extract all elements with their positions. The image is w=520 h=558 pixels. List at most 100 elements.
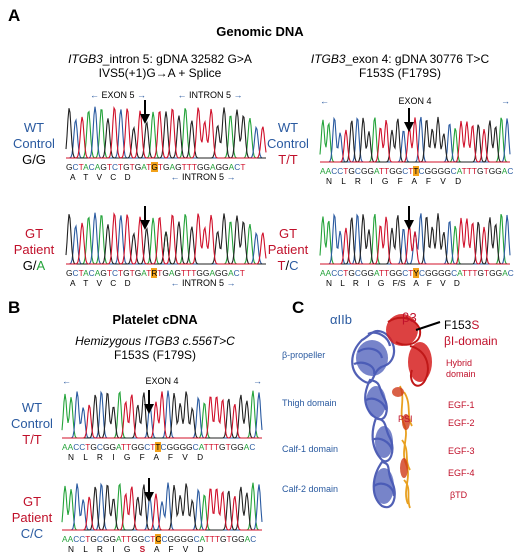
base: G (100, 162, 107, 172)
chromatogram-a-pt-intron (65, 212, 267, 265)
base: T (226, 534, 232, 544)
base: G (203, 162, 211, 172)
base: G (137, 442, 145, 452)
gt-patient-label-b: GT Patient C/C (11, 494, 53, 541)
base: A (67, 442, 74, 452)
sequence-b-pt: AACCTGCGGATTGGCTCCGGGGCATTTGTGGAC (62, 534, 256, 544)
base: A (325, 166, 332, 176)
f153s-label: F153S (444, 318, 480, 332)
base: G (197, 162, 204, 172)
domain-hybrid: Hybrid domain (446, 358, 476, 379)
base: T (118, 162, 124, 172)
base: T (78, 268, 84, 278)
base: A (210, 162, 216, 172)
base: T (484, 268, 490, 278)
base: T (408, 166, 414, 176)
wt-control-label-a-left: WT Control G/G (13, 120, 55, 167)
base: T (208, 442, 214, 452)
base: G (202, 268, 210, 278)
base: T (204, 534, 210, 544)
aa-b-wt: N L R I G F A F V D (68, 452, 204, 462)
base: G (166, 442, 174, 452)
base: A (228, 162, 235, 172)
trace-T (320, 117, 510, 163)
base: T (181, 162, 187, 172)
domain-egf1: EGF-1 (448, 400, 475, 410)
base: A (67, 534, 74, 544)
base: G (230, 442, 238, 452)
base: T (85, 534, 91, 544)
base: G (424, 166, 432, 176)
base: A (116, 442, 121, 452)
base: G (237, 442, 244, 452)
base: G (222, 162, 229, 172)
base: G (131, 534, 138, 544)
base: C (72, 162, 79, 172)
base: T (106, 268, 112, 278)
base: G (431, 166, 438, 176)
domain-beta-propeller: β-propeller (282, 350, 326, 360)
base: C (111, 162, 118, 172)
base: T (120, 534, 127, 544)
base: C (419, 268, 426, 278)
base: T (191, 268, 197, 278)
base: G (348, 268, 355, 278)
domain-thigh: Thigh domain (282, 398, 337, 408)
panel-b-sub2: F153S (F179S) (113, 348, 197, 362)
base: T (483, 166, 489, 176)
gt-patient-label-a-right: GT Patient T/C (267, 226, 309, 273)
base: G (180, 534, 188, 544)
base: T (461, 166, 467, 176)
base: G (360, 268, 368, 278)
base: T (129, 268, 135, 278)
wt-control-label-b: WT Control T/T (11, 400, 53, 447)
base: T (214, 534, 220, 544)
base: G (438, 268, 445, 278)
base: G (360, 166, 368, 176)
domain-egf3: EGF-3 (448, 446, 475, 456)
base: G (431, 268, 439, 278)
base: G (174, 534, 181, 544)
aa-a-pt-exon: N L R I G F/S A F V D (326, 278, 460, 288)
base: G (175, 162, 182, 172)
base: C (144, 442, 151, 452)
intron-title-1: ITGB3_intron 5: gDNA 32582 G>A (68, 52, 252, 66)
base: C (233, 268, 240, 278)
mutation-arrow-b2 (144, 478, 154, 502)
intron-title-2: IVS5(+1)G→A + Splice (98, 66, 222, 80)
trace-G (62, 391, 262, 439)
base: T (343, 166, 349, 176)
base: T (120, 442, 127, 452)
sequence-a-wt-exon: AACCTGCGGATTGGCTTCGGGGCATTTGTGGAC (320, 166, 513, 176)
base: A (325, 268, 332, 278)
mutation-arrow-a4 (404, 206, 414, 230)
base: C (161, 534, 168, 544)
base: C (507, 268, 514, 278)
base: T (240, 162, 246, 172)
base: G (215, 162, 223, 172)
base: C (354, 166, 361, 176)
base: G (66, 268, 73, 278)
base: C (418, 166, 425, 176)
chromatogram-a-pt-exon (319, 213, 511, 265)
base: C (73, 442, 80, 452)
base: A (198, 442, 204, 452)
base: C (79, 534, 86, 544)
trace-T (320, 216, 510, 265)
mutation-arrow-a3 (404, 108, 414, 132)
base: C (337, 166, 344, 176)
base: T (126, 534, 132, 544)
base: A (62, 534, 68, 544)
base: C (331, 166, 338, 176)
base: G (100, 268, 107, 278)
trace-T (66, 106, 267, 159)
base: G (367, 268, 374, 278)
trace-T (62, 391, 262, 439)
base: C (144, 534, 151, 544)
domain-beta-i: βI-domain (444, 334, 498, 348)
base: C (451, 268, 458, 278)
base: C (337, 268, 344, 278)
trace-G (320, 213, 510, 265)
domain-egf2: EGF-2 (448, 418, 475, 428)
exon4-title-1: ITGB3_exon 4: gDNA 30776 T>C (310, 52, 490, 66)
